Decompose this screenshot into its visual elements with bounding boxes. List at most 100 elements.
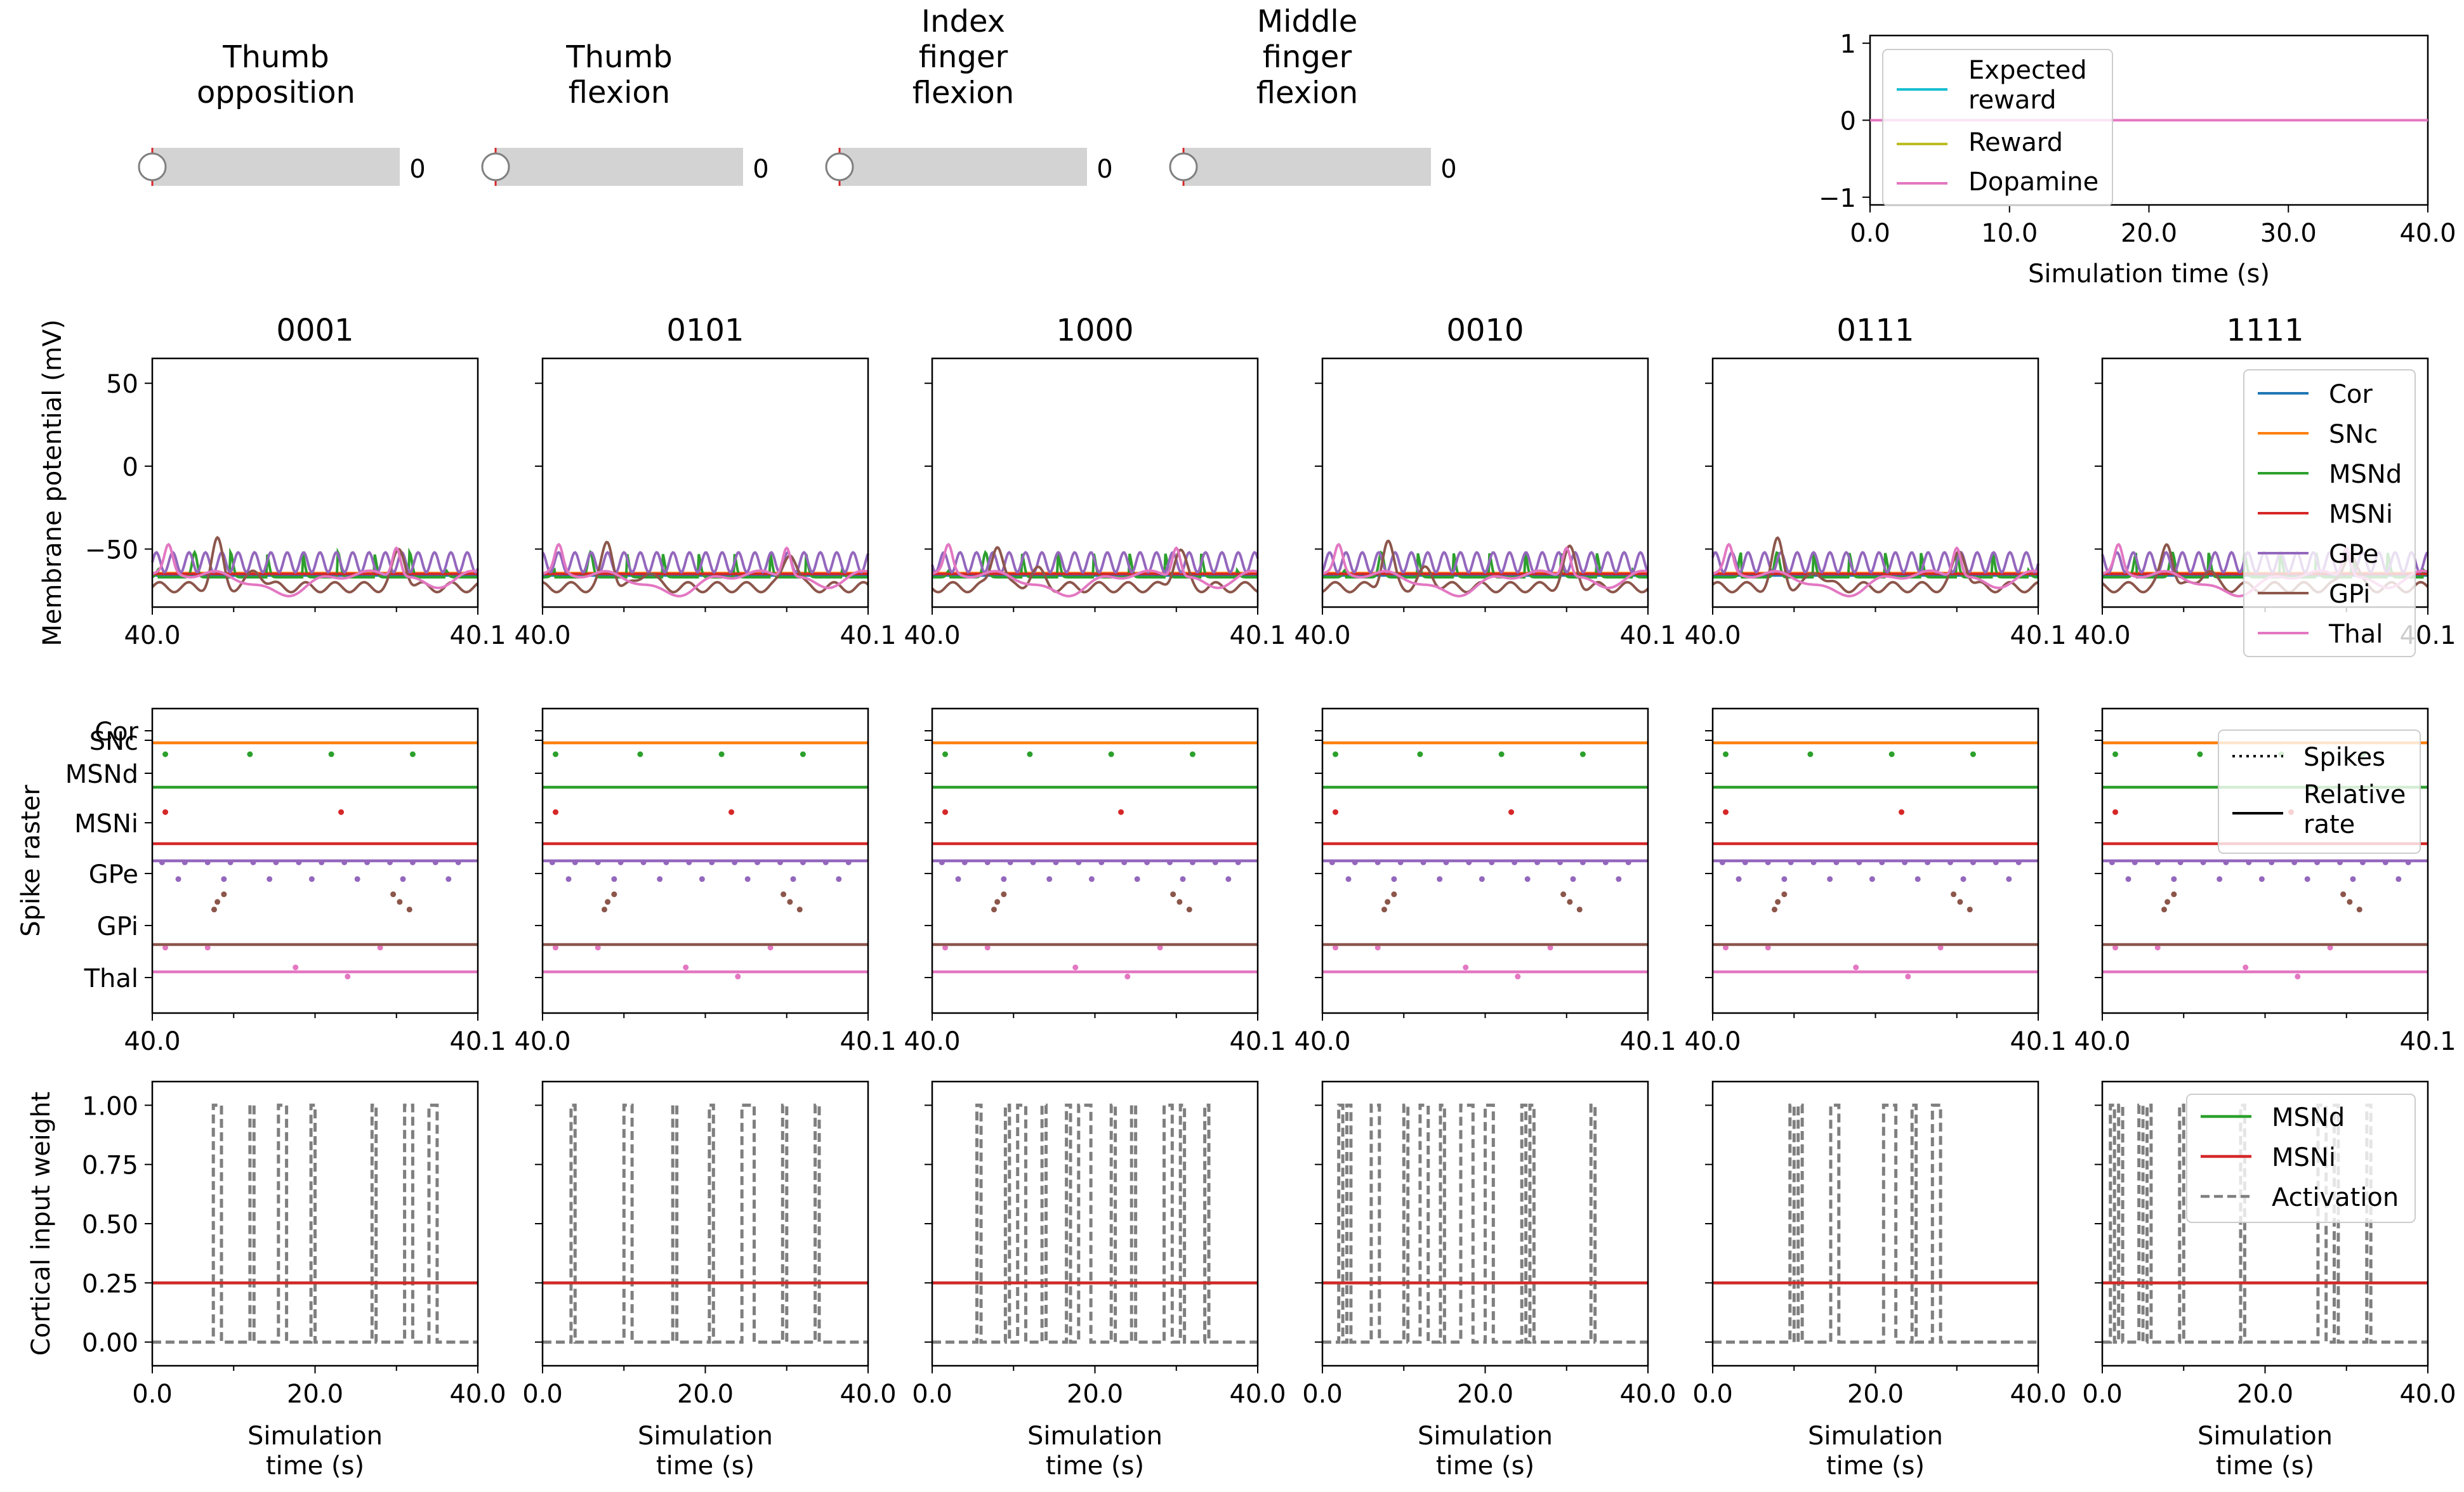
x-tick-label: 0.0 [1850,219,1890,248]
x-tick-label: 20.0 [1847,1380,1904,1409]
y-tick-label: −1 [1819,184,1856,213]
slider-label: Thumb flexion [565,39,672,110]
spike-thal [1937,945,1944,951]
spike-gpe [2171,876,2177,882]
x-tick-label: 40.1 [840,621,896,650]
slider-track[interactable] [152,148,400,186]
legend-label: Thal [2328,620,2383,649]
membrane-panel: 1000 40.0 40.1 [904,313,1286,650]
spike-gpe [1437,876,1443,882]
spike-gpi [994,899,1001,905]
spike-gpe [1046,876,1053,882]
spike-gpi [1381,906,1387,913]
spike-gpi [796,906,803,913]
x-tick-label: 20.0 [2121,219,2177,248]
x-axis-label-line: time (s) [266,1451,364,1481]
slider-value: 0 [1440,155,1456,184]
spike-thal [683,964,689,971]
spike-gpe [308,876,315,882]
spike-msnd [1807,751,1814,757]
spike-msnd [162,751,169,757]
spike-thal [1905,973,1911,979]
x-tick-label: 20.0 [287,1380,343,1409]
slider-track[interactable] [496,148,743,186]
spike-msnd [942,751,949,757]
spike-gpi [390,891,397,898]
x-axis-label-line: Simulation [2197,1422,2333,1451]
spike-gpe [354,876,360,882]
slider-handle[interactable] [1169,152,1198,181]
y-axis-label: Spike raster [16,785,46,937]
x-tick-label: 0.0 [1692,1380,1733,1409]
spike-gpe [267,876,273,882]
activation-line [543,1103,868,1344]
spike-thal [2327,945,2333,951]
x-tick-label: 0.0 [2082,1380,2123,1409]
trace-gpe [1711,551,2039,574]
activation-line [1322,1103,1648,1344]
trace-thal [1322,542,1649,598]
x-tick-label: 40.1 [1229,1027,1286,1056]
spike-msnd [1579,751,1586,757]
spike-gpi [2161,906,2167,913]
x-tick-label: 40.0 [1619,1380,1676,1409]
spike-gpi [1186,906,1192,913]
spike-msnd [1333,751,1339,757]
slider-track[interactable] [1183,148,1431,186]
legend-box [2218,730,2421,854]
spike-thal [2154,945,2161,951]
slider-handle[interactable] [825,152,854,181]
slider-track[interactable] [840,148,1087,186]
legend-label: Dopamine [1968,167,2098,197]
spike-gpe [445,876,452,882]
x-axis-label: Simulation time (s) [638,1422,773,1481]
legend-label: MSNd [2272,1103,2345,1132]
spike-gpi [601,906,607,913]
spike-msnd [1970,751,1976,757]
spike-gpi [787,899,793,905]
spike-thal [345,973,351,979]
spike-gpe [2006,876,2012,882]
weight-panel: 1.00 0.75 0.50 0.25 0.00 0.0 20.0 40.0 Simulatio… [82,1080,506,1481]
x-tick-label: 40.0 [1684,1027,1741,1056]
slider-value: 0 [1097,155,1112,184]
x-axis-label: Simulation time (s) [1808,1422,1943,1481]
activation-line [932,1103,1258,1344]
activation-line [152,1103,478,1344]
spike-gpi [406,906,412,913]
membrane-potential-plots: 0001 50 0 −50 40.0 40.1 0101 40.0 40.1 1000 40.0 40… [38,313,2456,657]
slider-label-line: Middle [1257,4,1358,39]
membrane-panel: 0101 40.0 40.1 [514,313,896,650]
slider-handle[interactable] [138,152,167,181]
spike-thal [942,945,949,951]
spike-msnd [328,751,334,757]
spike-gpi [211,906,217,913]
spike-gpi [2164,899,2171,905]
raster-panel: 40.0 40.1 [1684,707,2067,1056]
spike-msni [942,809,949,815]
y-tick-label: 0.75 [82,1151,138,1181]
spike-gpi [605,899,611,905]
spike-msni [1723,809,1729,815]
slider-handle[interactable] [481,152,510,181]
x-axis-label: Simulation time (s) [1027,1422,1163,1481]
spike-gpe [744,876,751,882]
spike-thal [984,945,991,951]
trace-gpe [151,551,479,574]
x-tick-label: 40.1 [449,1027,506,1056]
spike-gpe [1736,876,1742,882]
spike-msni [338,809,345,815]
slider-value: 0 [753,155,768,184]
y-tick-label: −50 [85,536,138,565]
spike-thal [1723,945,1729,951]
spike-thal [1072,964,1079,971]
x-tick-label: 40.0 [904,621,960,650]
slider-label-line: finger [919,39,1008,75]
slider-label-line: finger [1263,39,1352,75]
spike-gpi [1775,899,1781,905]
spike-gpe [1225,876,1232,882]
spike-thal [1463,964,1469,971]
spike-msnd [1723,751,1729,757]
x-tick-label: 0.0 [132,1380,173,1409]
spike-thal [553,945,559,951]
